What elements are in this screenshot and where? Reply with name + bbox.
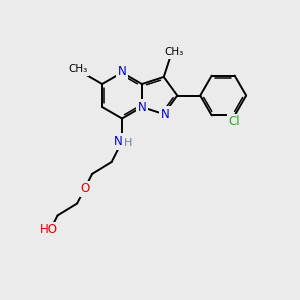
Text: H: H: [124, 138, 133, 148]
Text: N: N: [161, 108, 170, 121]
Text: CH₃: CH₃: [164, 47, 183, 57]
Text: O: O: [80, 182, 89, 195]
Text: HO: HO: [40, 223, 58, 236]
Text: N: N: [118, 65, 126, 79]
Text: N: N: [137, 101, 146, 114]
Text: CH₃: CH₃: [68, 64, 88, 74]
Text: Cl: Cl: [229, 116, 241, 128]
Text: N: N: [114, 135, 123, 148]
